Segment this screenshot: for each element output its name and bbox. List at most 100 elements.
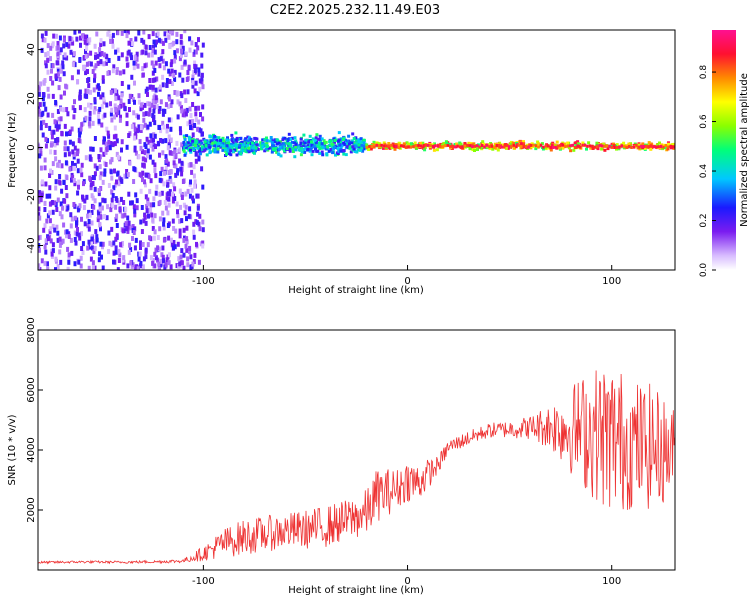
heatmap-cell <box>57 116 61 122</box>
heatmap-cell <box>97 157 101 163</box>
heatmap-cell <box>77 138 81 143</box>
heatmap-cell <box>243 142 247 146</box>
heatmap-cell <box>157 108 161 114</box>
heatmap-cell <box>64 204 68 210</box>
heatmap-cell <box>89 185 93 191</box>
heatmap-cell <box>183 138 187 141</box>
heatmap-cell <box>205 139 209 143</box>
heatmap-cell <box>491 147 495 151</box>
heatmap-cell <box>232 141 235 145</box>
heatmap-cell <box>397 141 401 145</box>
heatmap-cell <box>249 143 253 147</box>
heatmap-cell <box>141 156 145 162</box>
heatmap-cell <box>157 140 161 146</box>
heatmap-cell <box>505 143 508 147</box>
heatmap-cell <box>59 63 63 69</box>
heatmap-cell <box>64 83 68 89</box>
heatmap-cell <box>230 133 234 137</box>
heatmap-cell <box>190 142 194 146</box>
heatmap-cell <box>195 241 198 247</box>
heatmap-cell <box>73 261 77 267</box>
heatmap-cell <box>339 148 343 152</box>
heatmap-cell <box>180 52 183 58</box>
heatmap-cell <box>344 153 348 157</box>
heatmap-cell <box>139 219 143 225</box>
heatmap-cell <box>59 47 63 53</box>
heatmap-cell <box>95 234 99 240</box>
heatmap-cell <box>63 52 67 58</box>
heatmap-cell <box>159 38 163 44</box>
heatmap-cell <box>105 126 109 132</box>
heatmap-cell <box>488 145 491 149</box>
heatmap-cell <box>73 215 77 221</box>
bottom-plot-frame <box>37 329 676 571</box>
heatmap-cell <box>419 141 423 145</box>
heatmap-cell <box>372 140 376 144</box>
heatmap-cell <box>185 216 188 222</box>
heatmap-cell <box>321 153 325 157</box>
heatmap-cell <box>627 144 631 148</box>
heatmap-cell <box>198 147 202 153</box>
heatmap-cell <box>139 125 143 131</box>
heatmap-cell <box>211 149 215 153</box>
heatmap-cell <box>589 146 593 150</box>
heatmap-cell <box>153 68 157 73</box>
heatmap-cell <box>275 150 279 154</box>
heatmap-cell <box>59 259 63 265</box>
heatmap-cell <box>578 145 582 149</box>
heatmap-cell <box>615 146 619 149</box>
heatmap-cell <box>192 142 196 146</box>
heatmap-cell <box>64 185 68 190</box>
heatmap-cell <box>52 33 56 39</box>
heatmap-cell <box>439 145 442 149</box>
heatmap-cell <box>142 256 146 262</box>
heatmap-cell <box>392 144 396 148</box>
heatmap-cell <box>38 153 42 159</box>
heatmap-cell <box>89 61 93 67</box>
y-tick-label: 0 <box>26 144 37 150</box>
heatmap-cell <box>183 89 187 95</box>
heatmap-cell <box>239 152 243 156</box>
heatmap-cell <box>72 202 76 207</box>
heatmap-cell <box>47 93 51 99</box>
heatmap-cell <box>97 257 101 263</box>
heatmap-cell <box>142 30 146 35</box>
heatmap-cell <box>192 173 196 179</box>
heatmap-cell <box>98 106 102 112</box>
heatmap-cell <box>70 126 74 132</box>
heatmap-cell <box>264 142 268 146</box>
heatmap-cell <box>195 220 199 226</box>
colorbar-label: Normalized spectral amplitude <box>739 73 750 227</box>
heatmap-cell <box>459 142 463 146</box>
heatmap-cell <box>197 259 201 265</box>
heatmap-cell <box>98 164 102 170</box>
heatmap-cell <box>58 50 62 56</box>
heatmap-cell <box>518 140 522 144</box>
heatmap-cell <box>41 132 45 138</box>
heatmap-cell <box>125 62 129 68</box>
heatmap-cell <box>66 266 70 270</box>
heatmap-cell <box>397 143 401 147</box>
heatmap-cell <box>194 141 198 144</box>
heatmap-cell <box>44 123 48 128</box>
heatmap-cell <box>181 179 185 184</box>
heatmap-cell <box>142 111 146 117</box>
heatmap-cell <box>54 138 58 143</box>
heatmap-cell <box>160 252 164 258</box>
heatmap-cell <box>493 145 496 149</box>
heatmap-cell <box>428 146 432 150</box>
heatmap-cell <box>112 250 116 256</box>
heatmap-cell <box>43 165 47 171</box>
heatmap-cell <box>623 145 626 149</box>
heatmap-cell <box>38 235 40 241</box>
heatmap-cell <box>350 141 354 145</box>
heatmap-cell <box>65 229 69 235</box>
heatmap-cell <box>186 256 190 262</box>
heatmap-cell <box>114 217 118 222</box>
heatmap-cell <box>184 243 188 249</box>
y-tick-label: 40 <box>26 43 37 56</box>
heatmap-cell <box>241 149 245 153</box>
heatmap-cell <box>38 102 42 108</box>
heatmap-cell <box>281 136 285 140</box>
heatmap-cell <box>56 51 60 57</box>
